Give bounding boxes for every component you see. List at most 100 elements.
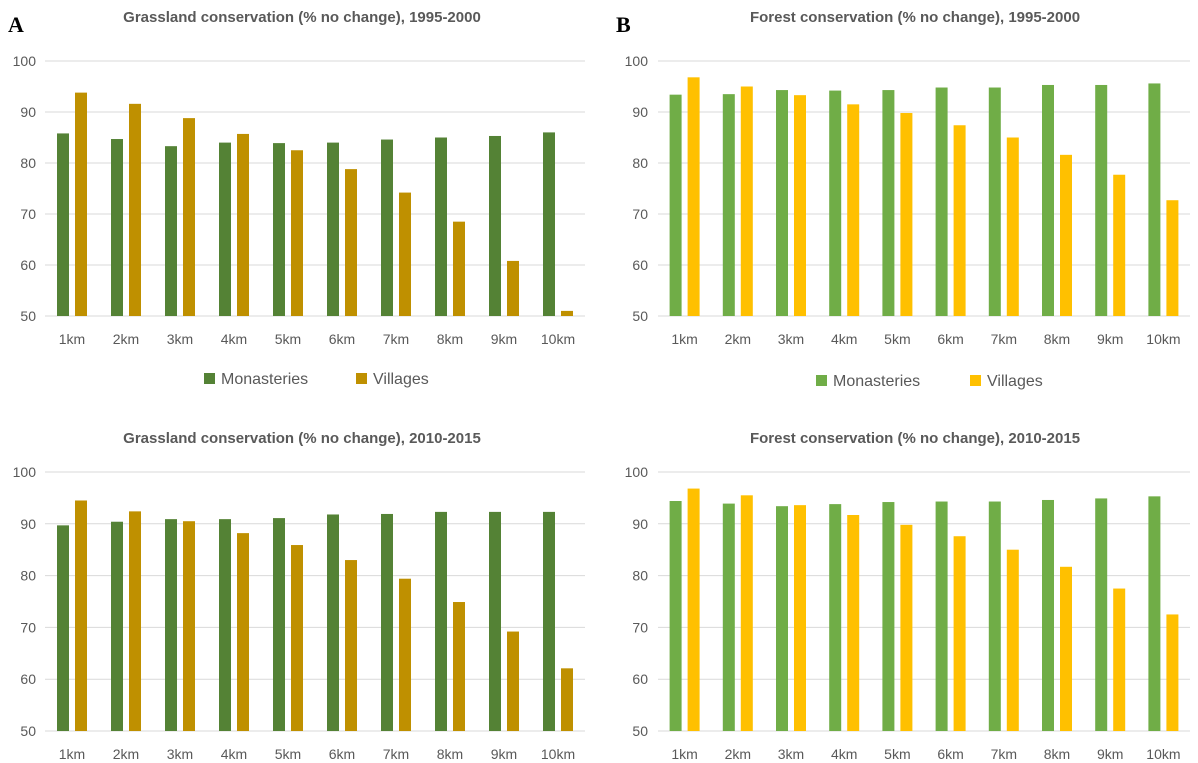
bar-villages-8km bbox=[453, 221, 465, 316]
bar-monasteries-5km bbox=[273, 143, 285, 316]
bar-villages-8km bbox=[1060, 566, 1072, 731]
bar-villages-7km bbox=[399, 192, 411, 316]
bar-villages-9km bbox=[507, 631, 519, 731]
bar-monasteries-6km bbox=[327, 142, 339, 316]
bar-villages-7km bbox=[399, 578, 411, 731]
y-tick-label: 100 bbox=[625, 464, 649, 480]
bar-monasteries-10km bbox=[543, 511, 555, 731]
bar-monasteries-9km bbox=[1095, 498, 1108, 731]
bar-monasteries-2km bbox=[111, 521, 123, 731]
bar-monasteries-6km bbox=[935, 501, 948, 731]
bar-monasteries-8km bbox=[435, 511, 447, 731]
bar-villages-10km bbox=[1166, 614, 1179, 731]
bar-monasteries-3km bbox=[776, 506, 788, 731]
x-tick-label: 3km bbox=[167, 746, 193, 762]
chart-panel-1: Grassland conservation (% no change), 19… bbox=[13, 9, 585, 347]
x-tick-label: 10km bbox=[1146, 746, 1180, 762]
x-tick-label: 6km bbox=[329, 331, 355, 347]
x-tick-label: 5km bbox=[884, 746, 910, 762]
panel-label-b: B bbox=[616, 12, 631, 37]
y-tick-label: 60 bbox=[20, 257, 36, 273]
x-tick-label: 6km bbox=[937, 746, 963, 762]
y-tick-label: 100 bbox=[13, 53, 37, 69]
panel-label-a: A bbox=[8, 12, 24, 37]
y-tick-label: 90 bbox=[20, 104, 36, 120]
y-tick-label: 90 bbox=[632, 104, 648, 120]
chart-panel-3: Grassland conservation (% no change), 20… bbox=[13, 430, 585, 762]
bar-villages-3km bbox=[794, 95, 806, 316]
bar-monasteries-10km bbox=[1148, 83, 1161, 316]
legend-swatch-villages bbox=[356, 373, 367, 384]
x-tick-label: 1km bbox=[59, 746, 85, 762]
x-tick-label: 8km bbox=[1044, 746, 1070, 762]
x-tick-label: 8km bbox=[437, 746, 463, 762]
y-tick-label: 60 bbox=[632, 257, 648, 273]
bar-monasteries-8km bbox=[1042, 499, 1054, 731]
bar-monasteries-5km bbox=[882, 502, 895, 731]
bar-monasteries-6km bbox=[327, 514, 339, 731]
x-tick-label: 5km bbox=[275, 746, 301, 762]
bar-monasteries-8km bbox=[435, 137, 447, 316]
bar-monasteries-10km bbox=[1148, 496, 1161, 731]
y-tick-label: 50 bbox=[20, 723, 36, 739]
chart-title: Forest conservation (% no change), 2010-… bbox=[750, 430, 1080, 447]
bar-monasteries-5km bbox=[273, 518, 285, 731]
y-tick-label: 70 bbox=[632, 206, 648, 222]
x-tick-label: 1km bbox=[671, 746, 697, 762]
x-tick-label: 2km bbox=[113, 746, 139, 762]
bar-villages-10km bbox=[1166, 200, 1179, 316]
bar-monasteries-5km bbox=[882, 90, 895, 316]
bar-monasteries-1km bbox=[57, 525, 69, 731]
y-tick-label: 50 bbox=[632, 723, 648, 739]
x-tick-label: 3km bbox=[778, 331, 804, 347]
bar-villages-2km bbox=[129, 511, 141, 731]
x-tick-label: 10km bbox=[1146, 331, 1180, 347]
bar-villages-5km bbox=[291, 150, 303, 316]
legend-label-monasteries: Monasteries bbox=[221, 371, 308, 388]
bar-villages-4km bbox=[237, 133, 249, 316]
x-tick-label: 3km bbox=[167, 331, 193, 347]
bar-villages-5km bbox=[900, 113, 913, 317]
bar-monasteries-1km bbox=[669, 94, 682, 316]
bar-monasteries-2km bbox=[722, 503, 735, 731]
x-tick-label: 4km bbox=[831, 331, 857, 347]
bar-villages-2km bbox=[740, 86, 753, 316]
chart-panel-2: Forest conservation (% no change), 1995-… bbox=[625, 9, 1190, 347]
x-tick-label: 6km bbox=[329, 746, 355, 762]
legend-label-monasteries: Monasteries bbox=[833, 373, 920, 390]
bar-monasteries-7km bbox=[988, 87, 1001, 317]
bar-monasteries-7km bbox=[381, 139, 393, 316]
chart-panel-4: Forest conservation (% no change), 2010-… bbox=[625, 430, 1190, 762]
bar-monasteries-9km bbox=[489, 511, 501, 731]
bar-villages-8km bbox=[453, 602, 465, 731]
x-tick-label: 9km bbox=[491, 331, 517, 347]
bar-villages-9km bbox=[1113, 174, 1126, 316]
y-tick-label: 50 bbox=[20, 308, 36, 324]
x-tick-label: 7km bbox=[383, 331, 409, 347]
chart-title: Forest conservation (% no change), 1995-… bbox=[750, 9, 1080, 26]
bar-monasteries-3km bbox=[165, 146, 177, 316]
bar-monasteries-1km bbox=[57, 133, 69, 316]
bar-monasteries-6km bbox=[935, 87, 948, 317]
bar-villages-4km bbox=[847, 514, 860, 731]
bar-villages-2km bbox=[740, 495, 753, 731]
y-tick-label: 80 bbox=[20, 155, 36, 171]
bar-villages-3km bbox=[794, 505, 806, 731]
bar-monasteries-2km bbox=[722, 94, 735, 317]
bar-villages-3km bbox=[183, 118, 195, 317]
y-tick-label: 60 bbox=[632, 671, 648, 687]
bar-villages-8km bbox=[1060, 154, 1072, 316]
bar-monasteries-9km bbox=[489, 135, 501, 316]
bar-monasteries-10km bbox=[543, 132, 555, 316]
bar-monasteries-8km bbox=[1042, 84, 1054, 316]
bar-villages-10km bbox=[561, 310, 573, 316]
bar-villages-4km bbox=[237, 533, 249, 731]
x-tick-label: 6km bbox=[937, 331, 963, 347]
y-tick-label: 60 bbox=[20, 671, 36, 687]
bar-villages-6km bbox=[953, 125, 966, 316]
x-tick-label: 9km bbox=[491, 746, 517, 762]
y-tick-label: 90 bbox=[632, 516, 648, 532]
x-tick-label: 4km bbox=[221, 746, 247, 762]
y-tick-label: 100 bbox=[625, 53, 649, 69]
bar-villages-6km bbox=[345, 560, 357, 731]
